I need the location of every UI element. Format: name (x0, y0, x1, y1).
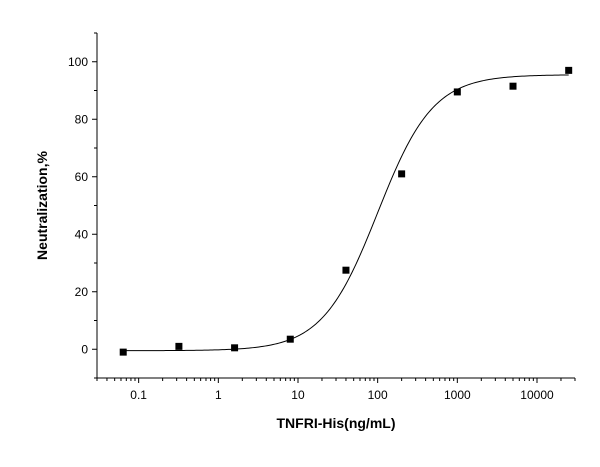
ticks: 0.1 1 10 100 1000 10000 0 20 40 60 80 100 (68, 32, 576, 402)
x-tick-label: 0.1 (130, 388, 147, 402)
x-tick-label: 10 (291, 388, 305, 402)
y-tick-label: 80 (75, 112, 89, 126)
data-point (175, 342, 183, 350)
fit-curve-line (123, 74, 569, 352)
y-tick-label: 40 (75, 227, 89, 241)
y-tick-label: 60 (75, 170, 89, 184)
data-point (453, 88, 461, 96)
y-tick-label: 20 (75, 285, 89, 299)
data-point (509, 82, 517, 90)
data-point (231, 344, 239, 352)
data-point (286, 335, 294, 343)
data-points (119, 66, 573, 356)
y-tick-label: 100 (68, 55, 88, 69)
data-point (398, 170, 406, 178)
x-tick-label: 1 (215, 388, 222, 402)
x-axis-title: TNFRI-His(ng/mL) (277, 415, 396, 431)
x-tick-label: 100 (368, 388, 388, 402)
data-point (119, 348, 127, 356)
x-tick-label: 1000 (444, 388, 471, 402)
x-tick-label: 10000 (520, 388, 554, 402)
data-point (565, 66, 573, 74)
fit-curve-layer (123, 74, 569, 352)
data-point (342, 266, 350, 274)
y-axis-title: Neutralization,% (34, 150, 50, 259)
y-tick-label: 0 (81, 342, 88, 356)
